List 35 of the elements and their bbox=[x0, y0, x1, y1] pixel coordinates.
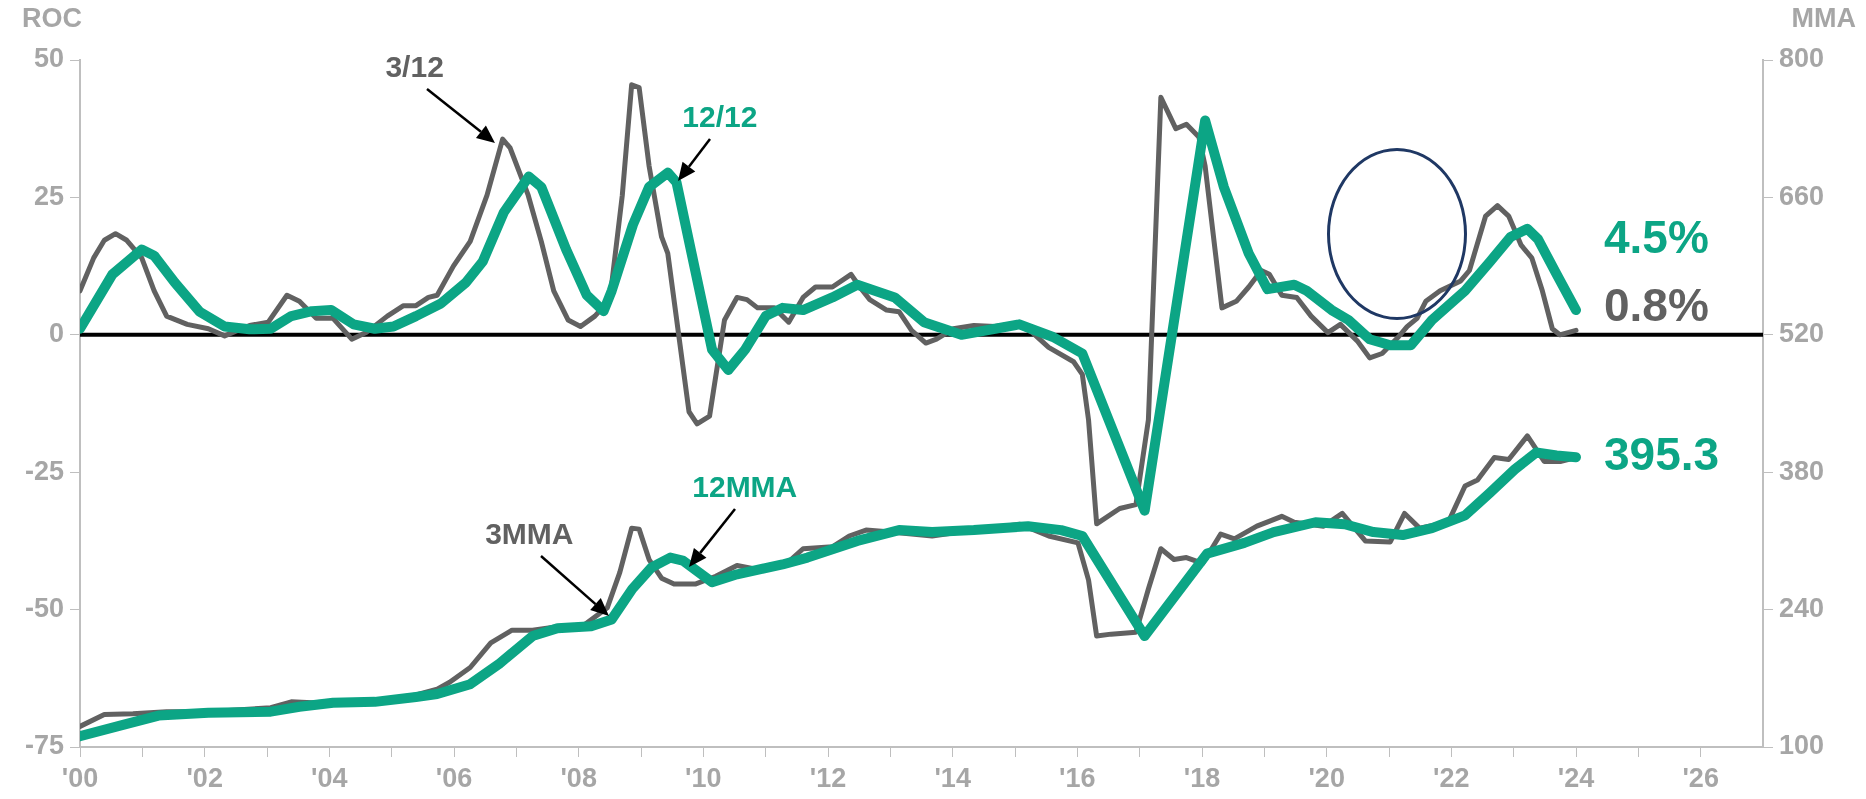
x-tick-label: '26 bbox=[1682, 762, 1719, 793]
y2-tick-label: 800 bbox=[1779, 43, 1825, 74]
series-label: 3MMA bbox=[485, 516, 574, 550]
x-tick-label: '14 bbox=[934, 762, 971, 793]
y-tick-label: -50 bbox=[24, 593, 64, 624]
data-label: 0.8% bbox=[1604, 279, 1709, 332]
x-tick-label: '02 bbox=[186, 762, 223, 793]
y2-axis-title: MMA bbox=[1791, 3, 1856, 34]
data-label: 4.5% bbox=[1604, 210, 1709, 263]
y-tick-label: 50 bbox=[33, 43, 64, 74]
x-tick-label: '18 bbox=[1183, 762, 1221, 793]
y-tick-label: 25 bbox=[33, 180, 64, 211]
x-tick-label: '04 bbox=[311, 762, 348, 793]
y2-tick-label: 660 bbox=[1779, 180, 1825, 211]
y2-tick-label: 100 bbox=[1779, 730, 1825, 761]
x-tick-label: '22 bbox=[1433, 762, 1470, 793]
x-tick-label: '12 bbox=[809, 762, 847, 793]
x-tick-label: '20 bbox=[1308, 762, 1345, 793]
x-tick-label: '24 bbox=[1557, 762, 1595, 793]
series-label: 12MMA bbox=[692, 469, 798, 503]
x-tick-label: '08 bbox=[560, 762, 597, 793]
y-tick-label: -25 bbox=[24, 455, 64, 486]
y-axis-title: ROC bbox=[22, 3, 82, 34]
text: 3/12 bbox=[385, 50, 444, 84]
y-tick-label: -75 bbox=[24, 730, 64, 761]
y2-tick-label: 240 bbox=[1779, 593, 1825, 624]
x-tick-label: '16 bbox=[1059, 762, 1096, 793]
x-tick-label: '00 bbox=[61, 762, 99, 793]
series-label: 12/12 bbox=[682, 99, 758, 133]
data-label: 395.3 bbox=[1604, 427, 1720, 480]
x-tick-label: '10 bbox=[685, 762, 722, 793]
x-tick-label: '06 bbox=[435, 762, 473, 793]
y2-tick-label: 380 bbox=[1779, 455, 1825, 486]
y-tick-label: 0 bbox=[48, 318, 64, 349]
y2-tick-label: 520 bbox=[1779, 318, 1825, 349]
